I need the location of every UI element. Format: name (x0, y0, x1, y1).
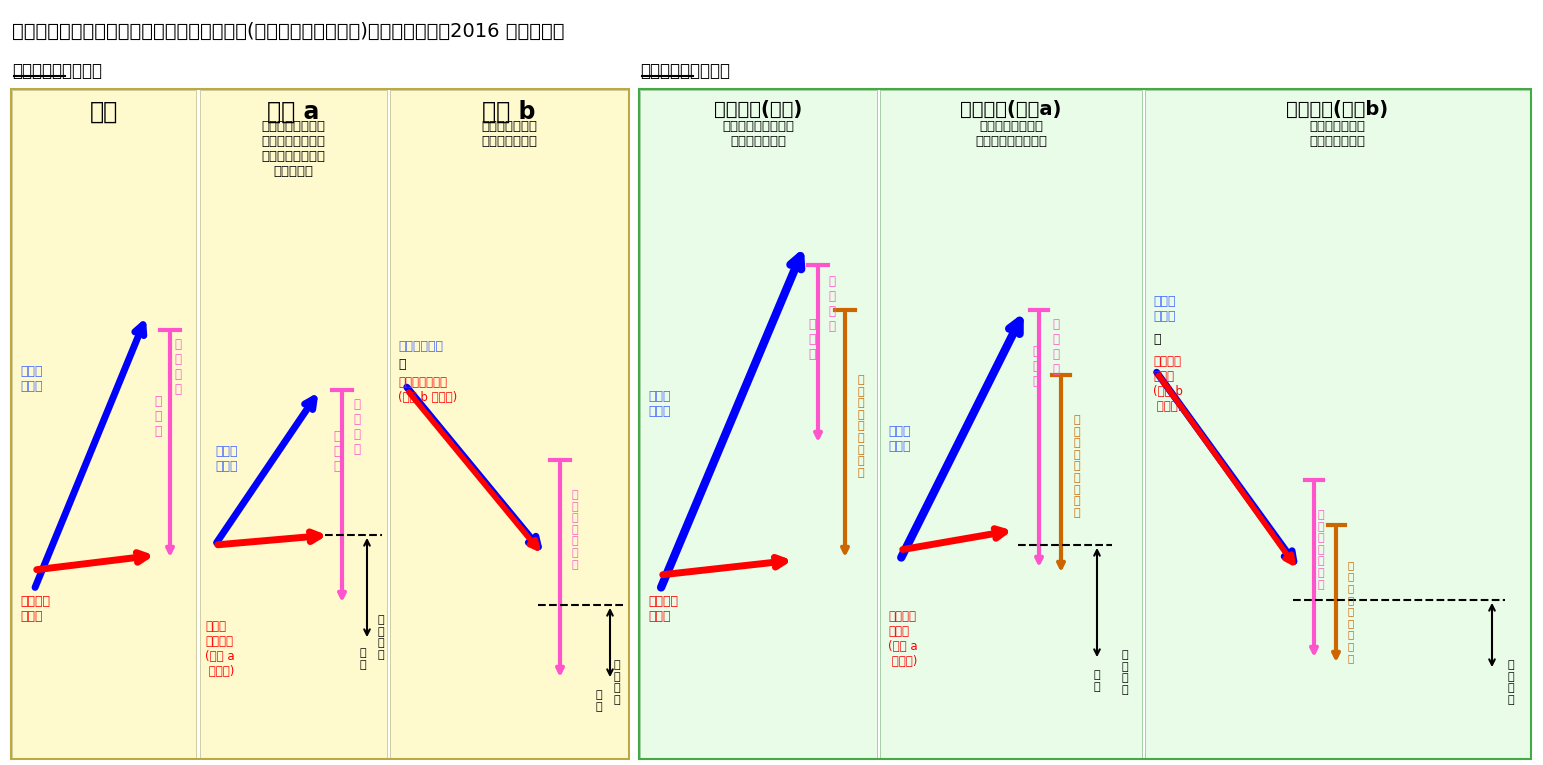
Text: 繰越適用(原則): 繰越適用(原則) (714, 100, 802, 119)
Text: 調
整
率: 調 整 率 (809, 318, 816, 361)
Text: 特例 a: 特例 a (267, 100, 319, 124)
Bar (201, 90, 387, 758)
Text: 【繰越がある場合】: 【繰越がある場合】 (640, 62, 730, 80)
Text: 本来の
改定率: 本来の 改定率 (214, 445, 238, 473)
Text: 前
年
度
か
ら
の
繰
越
分: 前 年 度 か ら の 繰 越 分 (1072, 415, 1080, 518)
Text: 本来の改定率: 本来の改定率 (398, 340, 443, 353)
Text: 当年度分も繰越分も
調整可能な場合: 当年度分も繰越分も 調整可能な場合 (722, 120, 795, 148)
Text: 調
整
率: 調 整 率 (1032, 345, 1040, 388)
Text: 繰
越: 繰 越 (1094, 670, 1100, 692)
Bar (11, 89, 630, 759)
Text: 前
年
度
か
ら
の
繰
越
分: 前 年 度 か ら の 繰 越 分 (1349, 560, 1355, 662)
Bar (640, 90, 876, 758)
Text: 調
整
率: 調 整 率 (154, 395, 162, 438)
Text: 当
年
度
の: 当 年 度 の (1052, 318, 1058, 376)
Text: 調整後の
改定率
(特例 b
 適用後): 調整後の 改定率 (特例 b 適用後) (1153, 355, 1183, 413)
Text: 前
年
度
か
ら
の
繰
越
分: 前 年 度 か ら の 繰 越 分 (858, 375, 864, 478)
Text: 当
年
度
の: 当 年 度 の (174, 338, 181, 396)
Text: 原則: 原則 (89, 100, 119, 124)
Text: ＝: ＝ (398, 358, 406, 371)
Text: 翌
年
度
へ: 翌 年 度 へ (1122, 650, 1128, 695)
Text: 翌
年
度
へ: 翌 年 度 へ (376, 615, 384, 659)
Text: 繰越適用(特例a): 繰越適用(特例a) (960, 100, 1062, 119)
Bar (1145, 90, 1531, 758)
Bar (639, 89, 1531, 759)
Text: 繰
越: 繰 越 (596, 690, 602, 711)
Bar (880, 90, 1142, 758)
Text: 当
年
度
の: 当 年 度 の (829, 275, 835, 333)
Text: 本来の
改定率: 本来の 改定率 (648, 390, 671, 418)
Text: 調整後の改定率
(特例 b 適用後): 調整後の改定率 (特例 b 適用後) (398, 376, 457, 404)
Text: 翌
年
度
へ: 翌 年 度 へ (1508, 660, 1515, 705)
Text: 本来の
改定率: 本来の 改定率 (20, 365, 43, 393)
Text: 【繰越がない場合】: 【繰越がない場合】 (12, 62, 102, 80)
Text: 繰
越: 繰 越 (360, 648, 366, 669)
Text: 本来の
改定率: 本来の 改定率 (1153, 295, 1176, 323)
Text: 翌
年
度
へ: 翌 年 度 へ (614, 660, 620, 705)
Text: 本来の改定率が
マイナスの場合: 本来の改定率が マイナスの場合 (1310, 120, 1366, 148)
Text: 当
年
度
の: 当 年 度 の (353, 398, 360, 456)
Bar (390, 90, 628, 758)
Text: 調整後の
改定率: 調整後の 改定率 (20, 595, 49, 623)
Text: 当
年
度
の
調
整
率: 当 年 度 の 調 整 率 (572, 490, 579, 570)
Text: 調
整
率: 調 整 率 (333, 430, 341, 473)
Text: 特例 b: 特例 b (483, 100, 535, 124)
Text: 繰越適用(特例b): 繰越適用(特例b) (1287, 100, 1389, 119)
Text: 本来の
改定率: 本来の 改定率 (889, 425, 910, 453)
Text: 調整後
の改定率
(特例 a
 適用後): 調整後 の改定率 (特例 a 適用後) (205, 620, 235, 678)
Text: 調整後の
改定率: 調整後の 改定率 (648, 595, 677, 623)
Bar (12, 90, 196, 758)
Text: 当
年
度
の
調
整
率: 当 年 度 の 調 整 率 (1318, 510, 1324, 590)
Text: 原則どおりに調整
すると、調整後の
改定率がマイナス
になる場合: 原則どおりに調整 すると、調整後の 改定率がマイナス になる場合 (261, 120, 326, 178)
Text: 調整後の改定率が
マイナスになる場合: 調整後の改定率が マイナスになる場合 (975, 120, 1048, 148)
Text: 調整後の
改定率
(特例 a
 適用後): 調整後の 改定率 (特例 a 適用後) (889, 610, 918, 668)
Text: 本来の改定率が
マイナスの場合: 本来の改定率が マイナスの場合 (481, 120, 537, 148)
Text: 図表５　年金財政健全化のための調整ルール(マクロ経済スライド)のイメージ　（2016 年改正後）: 図表５ 年金財政健全化のための調整ルール(マクロ経済スライド)のイメージ （20… (12, 22, 565, 41)
Text: ＝: ＝ (1153, 333, 1160, 346)
